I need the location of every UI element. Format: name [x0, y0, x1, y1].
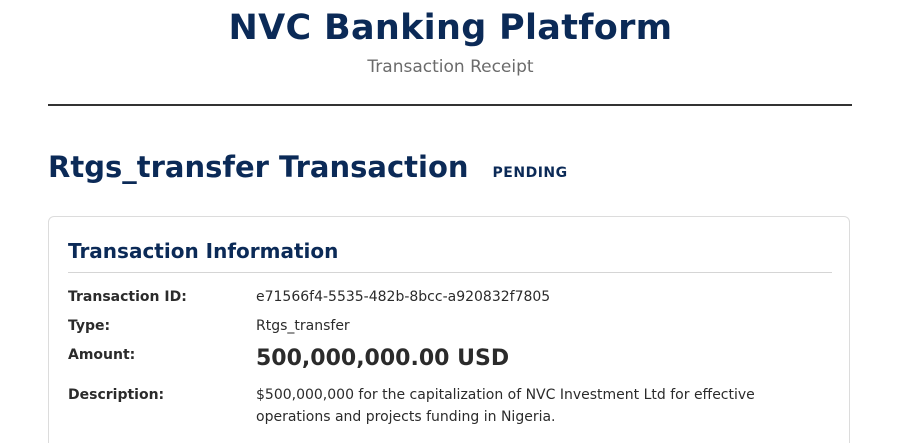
amount-value: 500,000,000.00 USD: [256, 346, 510, 371]
brand-title: NVC Banking Platform: [228, 8, 673, 48]
transaction-info-card: Transaction Information Transaction ID: …: [48, 216, 850, 443]
description-value: $500,000,000 for the capitalization of N…: [256, 387, 755, 425]
type-value: Rtgs_transfer: [256, 318, 350, 334]
transaction-id-label: Transaction ID:: [68, 289, 187, 305]
card-title: Transaction Information: [68, 239, 339, 263]
header-divider: [48, 104, 852, 106]
description-label: Description:: [68, 387, 165, 403]
amount-label: Amount:: [68, 347, 136, 363]
type-label: Type:: [68, 318, 111, 334]
transaction-id-value: e71566f4-5535-482b-8bcc-a920832f7805: [256, 289, 551, 305]
receipt-header: NVC Banking Platform Transaction Receipt: [0, 0, 901, 77]
receipt-subtitle: Transaction Receipt: [367, 57, 534, 77]
status-badge: PENDING: [492, 165, 568, 181]
card-divider: [68, 272, 832, 273]
transaction-title-row: Rtgs_transfer Transaction PENDING: [48, 150, 568, 184]
transaction-title: Rtgs_transfer Transaction: [48, 150, 469, 184]
